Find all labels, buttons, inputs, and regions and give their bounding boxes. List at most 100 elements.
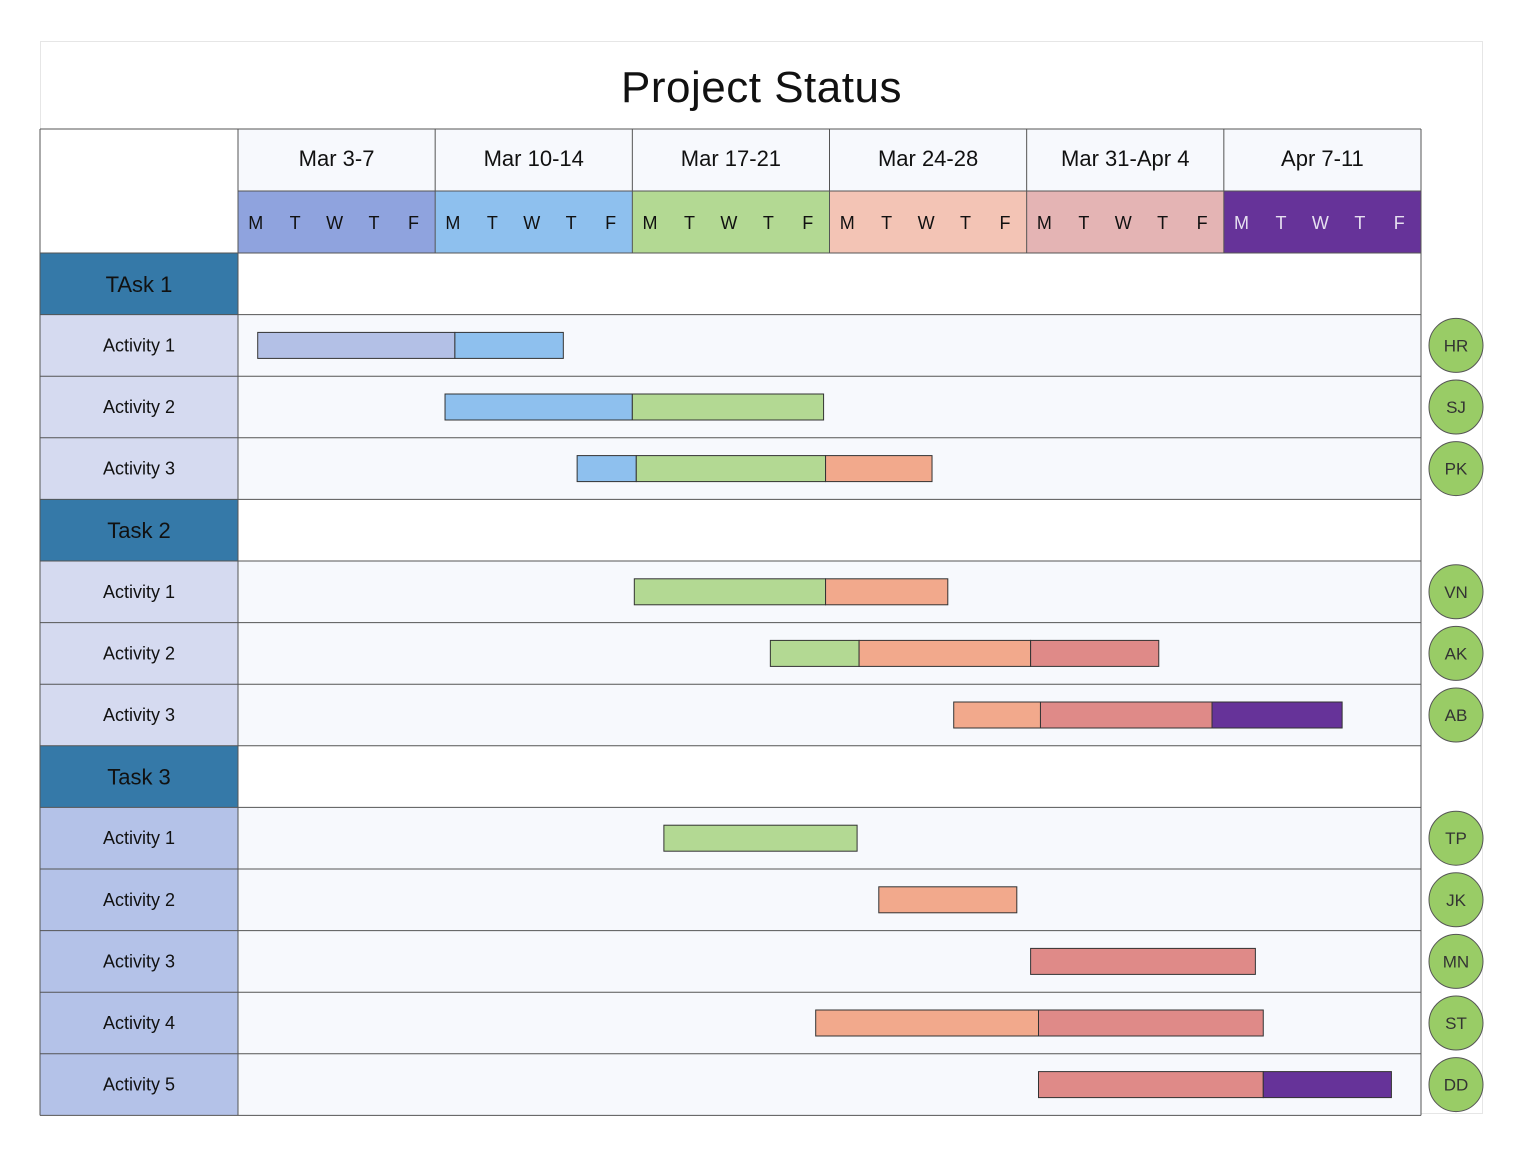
timeline-header: Mar 3-7 M T W T F Mar 10-14 M T W T F Mar 17-21 M T W T F… [40,129,1421,253]
owner-badge [1428,564,1484,620]
owner-badge [1428,1057,1484,1113]
activity-label: Activity 3 [103,951,175,971]
gantt-bar-segment [1211,701,1343,729]
task-row-bg [238,253,1421,315]
activity-row-bg [238,376,1421,438]
task-label-cell [40,253,238,315]
gantt-bar-segment [454,331,564,359]
row-labels: TAsk 1 Activity 1 Activity 2 Activity 3 Task… [40,253,238,1116]
grid-lines [39,128,1422,1116]
week-label: Mar 3-7 [299,146,375,171]
activity-label-cell [40,807,238,869]
week-label: Mar 10-14 [484,146,584,171]
day-label: W [1115,213,1132,233]
gantt-bar-segment [1030,947,1256,975]
activity-label: Activity 2 [103,643,175,663]
owner-initials: JK [1446,891,1467,910]
activity-label: Activity 3 [103,459,175,479]
day-label: T [1354,213,1365,233]
gantt-bar-segment [769,639,860,667]
day-label: M [840,213,855,233]
day-label: T [290,213,301,233]
day-label: F [999,213,1010,233]
owner-badge [1428,995,1484,1051]
gantt-bar-segment [631,393,825,421]
week-label: Apr 7-11 [1281,146,1364,171]
activity-label: Activity 2 [103,890,175,910]
gantt-bars [257,331,1392,1099]
activity-label-cell [40,930,238,993]
day-label: T [487,213,498,233]
activity-label: Activity 5 [103,1075,175,1095]
gantt-bar-segment [1030,639,1160,667]
owner-badge [1428,317,1484,373]
task-label-cell [40,499,238,561]
week-header-cell [238,129,436,191]
day-label: T [1157,213,1168,233]
task-row-bg [238,499,1421,561]
week-day-band [1026,191,1224,253]
day-label: T [369,213,380,233]
day-label: T [684,213,695,233]
gantt-bar-segment [444,393,633,421]
owner-initials: TP [1445,829,1467,848]
activity-label-cell [40,992,238,1054]
owner-initials: MN [1443,952,1469,971]
day-label: W [523,213,540,233]
owner-badge [1428,441,1484,497]
day-label: F [605,213,616,233]
week-header-cell [1223,129,1421,191]
day-label: T [960,213,971,233]
day-label: F [1394,213,1405,233]
activity-label-cell [40,622,238,685]
week-day-band [435,191,633,253]
gantt-bar-segment [257,331,456,359]
gantt-bar-segment [1039,701,1213,729]
owner-badge [1428,625,1484,681]
week-day-band [1223,191,1421,253]
gantt-bar-segment [576,455,637,483]
week-label: Mar 31-Apr 4 [1061,146,1189,171]
week-day-band [238,191,436,253]
owner-badge [1428,810,1484,866]
week-day-band [829,191,1027,253]
day-label: W [1312,213,1329,233]
activity-label: Activity 1 [103,335,175,355]
day-label: T [881,213,892,233]
activity-label: Activity 3 [103,705,175,725]
activity-label-cell [40,314,238,377]
owner-badge [1428,687,1484,743]
gantt-bar-segment [825,455,933,483]
gantt-bar-segment [815,1009,1039,1037]
activity-label: Activity 4 [103,1013,175,1033]
task-label: Task 2 [107,518,171,543]
week-header-cell [829,129,1027,191]
gantt-bar-segment [878,886,1018,914]
gantt-bar-segment [663,824,858,852]
gantt-bar-segment [825,578,949,606]
owner-initials: PK [1445,460,1468,479]
week-day-band [632,191,830,253]
gantt-bar-segment [858,639,1032,667]
day-label: T [566,213,577,233]
day-label: M [1037,213,1052,233]
day-label: W [918,213,935,233]
day-label: T [1275,213,1286,233]
owner-initials: DD [1444,1076,1469,1095]
activity-label: Activity 2 [103,397,175,417]
owner-badge [1428,872,1484,928]
week-label: Mar 17-21 [681,146,781,171]
gantt-bar-segment [1262,1071,1392,1099]
task-row-bg [238,745,1421,808]
day-label: T [763,213,774,233]
row-backgrounds [238,253,1421,1116]
owner-badge [1428,379,1484,435]
activity-label-cell [40,869,238,931]
day-label: F [408,213,419,233]
owner-initials: AK [1445,644,1468,663]
gantt-bar-segment [1037,1009,1264,1037]
activity-label-cell [40,561,238,623]
owner-initials: SJ [1446,398,1466,417]
activity-label: Activity 1 [103,582,175,602]
activity-label-cell [40,376,238,438]
